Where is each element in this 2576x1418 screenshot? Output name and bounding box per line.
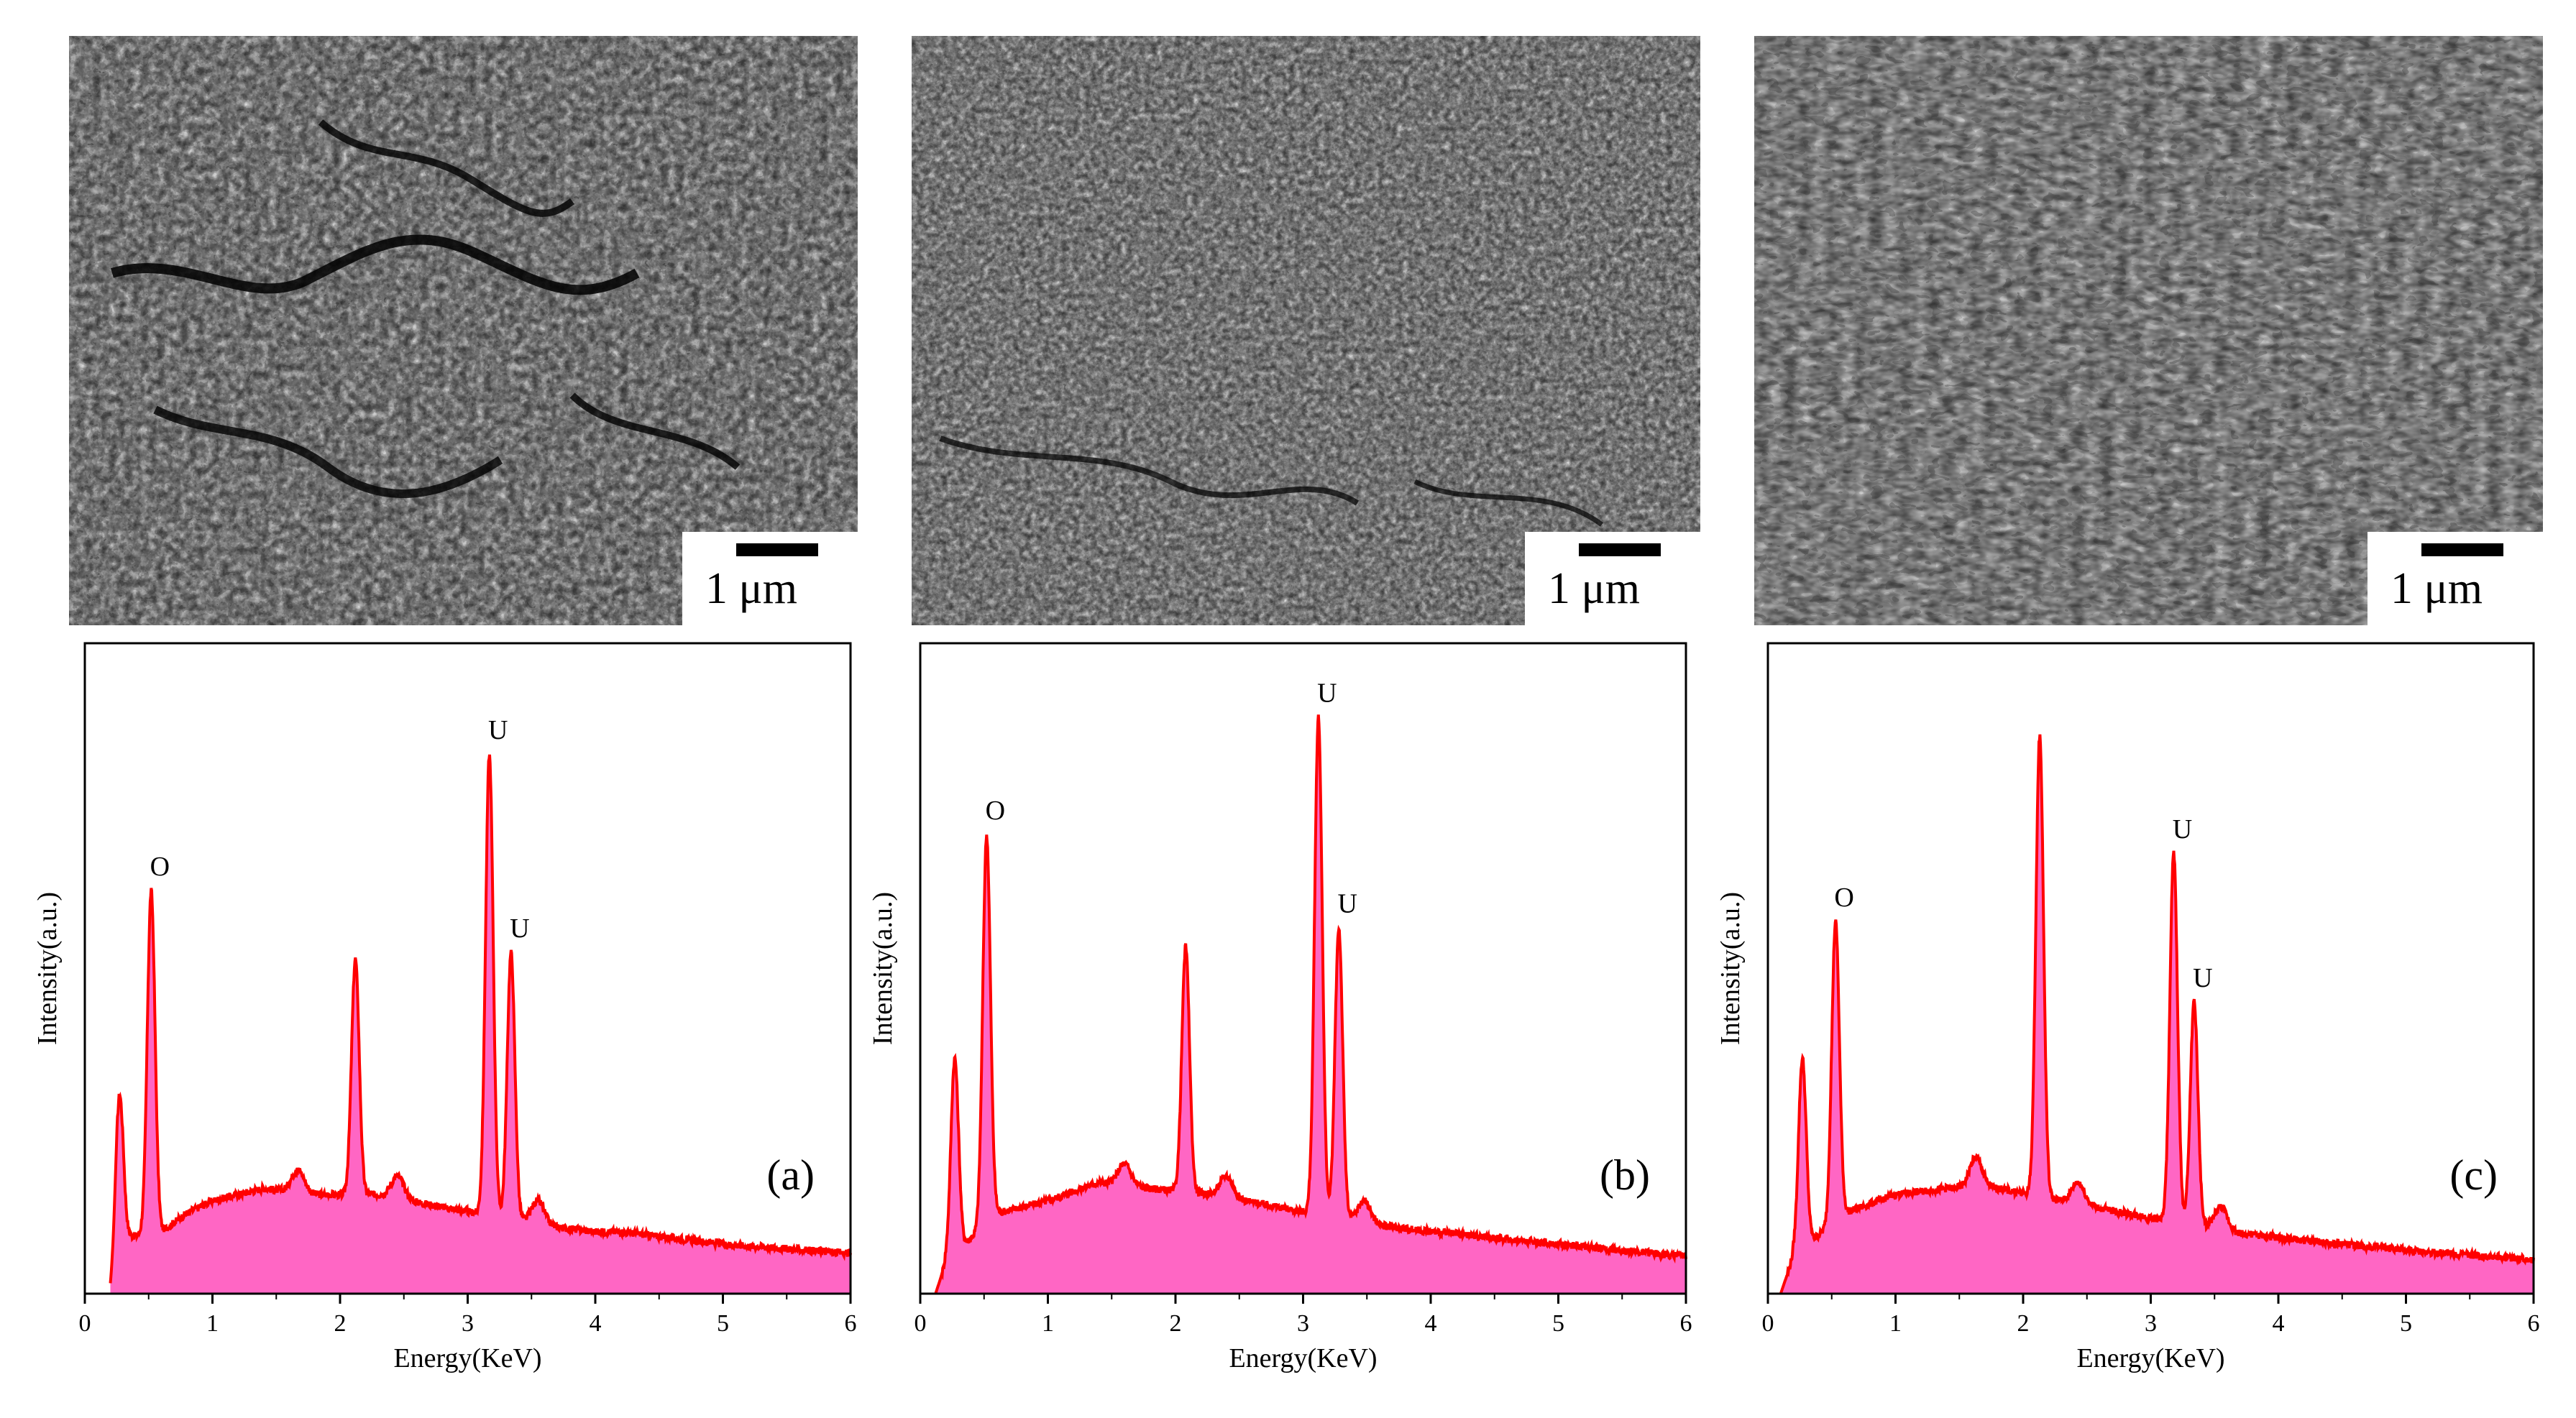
sem-texture-c — [1754, 36, 2543, 625]
x-tick-label: 1 — [1042, 1310, 1054, 1337]
eds-chart-a: 0 1 2 3 4 5 6 Energy(KeV) Intensity(a.u.) O U U (a) — [32, 642, 857, 1373]
plot-frame — [83, 642, 852, 1295]
scale-bar-a — [736, 543, 818, 556]
eds-chart-b: 0 1 2 3 4 5 6 Energy(KeV) Intensity(a.u.) O U U (b) — [868, 642, 1692, 1373]
x-tick-label: 5 — [2400, 1310, 2412, 1337]
x-tick-label: 4 — [2273, 1310, 2285, 1337]
scale-bar-c — [2421, 543, 2503, 556]
x-tick-label: 4 — [1425, 1310, 1437, 1337]
peak-label: U — [1317, 678, 1337, 708]
x-axis-label: Energy(KeV) — [2076, 1343, 2224, 1373]
x-tick-label: 2 — [334, 1310, 347, 1337]
scale-bar-box-c: 1 μm — [2368, 532, 2543, 625]
x-tick-label: 5 — [1552, 1310, 1564, 1337]
x-tick-label: 2 — [1170, 1310, 1182, 1337]
sem-image-b: 1 μm — [912, 36, 1700, 625]
x-tick-label: 3 — [462, 1310, 474, 1337]
y-axis-label: Intensity(a.u.) — [868, 892, 898, 1045]
x-tick-label: 6 — [1680, 1310, 1692, 1337]
peak-label: U — [2173, 814, 2192, 844]
peak-label: U — [2193, 963, 2212, 993]
peak-label: U — [1337, 888, 1357, 919]
x-tick-label: 1 — [1889, 1310, 1902, 1337]
sem-image-c: 1 μm — [1754, 36, 2543, 625]
x-tick-label: 6 — [2528, 1310, 2540, 1337]
x-tick-label: 1 — [206, 1310, 219, 1337]
spectrum-line — [1779, 734, 2535, 1294]
x-axis-label: Energy(KeV) — [1229, 1343, 1377, 1373]
panel-label: (b) — [1600, 1151, 1650, 1199]
sem-texture-a — [69, 36, 858, 625]
y-axis-label: Intensity(a.u.) — [32, 892, 63, 1045]
panel-label: (a) — [766, 1151, 815, 1199]
x-axis-label: Energy(KeV) — [393, 1343, 541, 1373]
spectrum-area — [110, 755, 851, 1294]
x-tick-label: 0 — [79, 1310, 91, 1337]
x-tick-label: 3 — [2145, 1310, 2157, 1337]
eds-chart-c: 0 1 2 3 4 5 6 Energy(KeV) Intensity(a.u.) O U U (c) — [1715, 642, 2540, 1373]
peak-label: O — [986, 796, 1005, 826]
spectrum-area — [935, 714, 1686, 1294]
x-tick-label: 2 — [2017, 1310, 2030, 1337]
x-tick-label: 6 — [845, 1310, 857, 1337]
plot-frame — [919, 642, 1687, 1295]
x-tick-label: 5 — [717, 1310, 729, 1337]
scale-bar-b — [1579, 543, 1661, 556]
plot-frame — [1766, 642, 2535, 1295]
x-tick-label: 0 — [915, 1310, 927, 1337]
peak-label: O — [150, 852, 170, 882]
sem-image-a: 1 μm — [69, 36, 858, 625]
scale-bar-label-a: 1 μm — [705, 564, 797, 613]
spectrum-line — [934, 714, 1687, 1294]
peak-label: U — [488, 715, 508, 745]
peak-label: U — [510, 913, 529, 944]
x-tick-label: 4 — [590, 1310, 602, 1337]
scale-bar-box-a: 1 μm — [682, 532, 858, 625]
x-tick-label: 3 — [1297, 1310, 1309, 1337]
y-axis-label: Intensity(a.u.) — [1715, 892, 1746, 1045]
scale-bar-box-b: 1 μm — [1525, 532, 1700, 625]
peak-label: O — [1834, 883, 1853, 913]
sem-texture-b — [912, 36, 1700, 625]
spectrum-line — [109, 754, 852, 1284]
spectrum-area — [1780, 734, 2534, 1294]
panel-label: (c) — [2449, 1151, 2498, 1199]
scale-bar-label-b: 1 μm — [1548, 564, 1640, 613]
scale-bar-label-c: 1 μm — [2391, 564, 2483, 613]
x-tick-label: 0 — [1762, 1310, 1774, 1337]
